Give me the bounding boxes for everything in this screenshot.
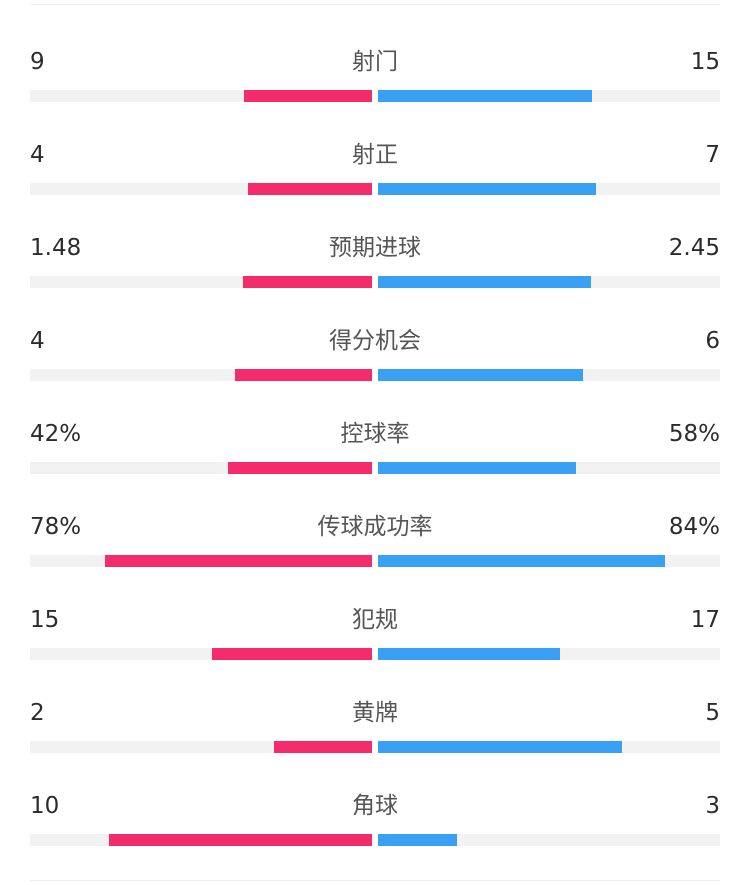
home-value: 78% — [30, 514, 82, 540]
home-bar-fill — [228, 462, 372, 474]
home-bar-track — [30, 648, 372, 660]
home-value: 1.48 — [30, 235, 82, 261]
away-bar-track — [378, 834, 720, 846]
home-bar-fill — [244, 90, 372, 102]
stat-row: 2 黄牌 5 — [0, 697, 750, 790]
away-value: 5 — [705, 700, 720, 726]
home-value: 4 — [30, 142, 45, 168]
away-bar-fill — [378, 834, 457, 846]
away-bar-fill — [378, 648, 560, 660]
home-bar-track — [30, 834, 372, 846]
away-bar-track — [378, 555, 720, 567]
stat-label: 控球率 — [340, 421, 410, 447]
away-bar-track — [378, 276, 720, 288]
away-value: 17 — [690, 607, 720, 633]
home-bar-track — [30, 741, 372, 753]
stat-row: 4 射正 7 — [0, 139, 750, 232]
home-value: 10 — [30, 793, 60, 819]
stat-label: 黄牌 — [352, 700, 398, 726]
home-bar-track — [30, 462, 372, 474]
away-value: 6 — [705, 328, 720, 354]
home-bar-fill — [243, 276, 372, 288]
away-bar-track — [378, 462, 720, 474]
home-bar-fill — [235, 369, 372, 381]
away-value: 15 — [690, 49, 720, 75]
away-value: 2.45 — [668, 235, 720, 261]
home-bar-track — [30, 369, 372, 381]
home-bar-fill — [105, 555, 372, 567]
away-value: 84% — [668, 514, 720, 540]
away-bar-track — [378, 90, 720, 102]
home-bar-fill — [109, 834, 372, 846]
stat-label: 射正 — [352, 142, 398, 168]
away-bar-track — [378, 183, 720, 195]
away-bar-fill — [378, 741, 622, 753]
home-value: 4 — [30, 328, 45, 354]
home-bar-track — [30, 555, 372, 567]
stat-row: 15 犯规 17 — [0, 604, 750, 697]
home-bar-track — [30, 90, 372, 102]
stat-label: 预期进球 — [329, 235, 421, 261]
away-bar-fill — [378, 90, 592, 102]
stat-row: 42% 控球率 58% — [0, 418, 750, 511]
away-bar-track — [378, 648, 720, 660]
stat-row: 4 得分机会 6 — [0, 325, 750, 418]
stat-row: 1.48 预期进球 2.45 — [0, 232, 750, 325]
away-bar-fill — [378, 183, 596, 195]
home-bar-fill — [274, 741, 372, 753]
stat-row: 78% 传球成功率 84% — [0, 511, 750, 604]
stat-label: 得分机会 — [329, 328, 421, 354]
stat-label: 角球 — [352, 793, 398, 819]
stat-label: 射门 — [352, 49, 398, 75]
home-bar-track — [30, 276, 372, 288]
home-value: 42% — [30, 421, 82, 447]
stat-row: 9 射门 15 — [0, 46, 750, 139]
away-bar-track — [378, 369, 720, 381]
away-bar-fill — [378, 276, 591, 288]
home-value: 15 — [30, 607, 60, 633]
stat-label: 传球成功率 — [317, 514, 433, 540]
stat-row: 10 角球 3 — [0, 790, 750, 883]
stat-label: 犯规 — [352, 607, 398, 633]
home-value: 9 — [30, 49, 45, 75]
away-value: 7 — [705, 142, 720, 168]
home-bar-track — [30, 183, 372, 195]
home-value: 2 — [30, 700, 45, 726]
away-value: 58% — [668, 421, 720, 447]
top-divider — [30, 4, 720, 5]
home-bar-fill — [212, 648, 372, 660]
away-value: 3 — [705, 793, 720, 819]
away-bar-fill — [378, 555, 665, 567]
home-bar-fill — [248, 183, 372, 195]
away-bar-fill — [378, 369, 583, 381]
away-bar-track — [378, 741, 720, 753]
bottom-divider — [30, 880, 720, 881]
away-bar-fill — [378, 462, 576, 474]
